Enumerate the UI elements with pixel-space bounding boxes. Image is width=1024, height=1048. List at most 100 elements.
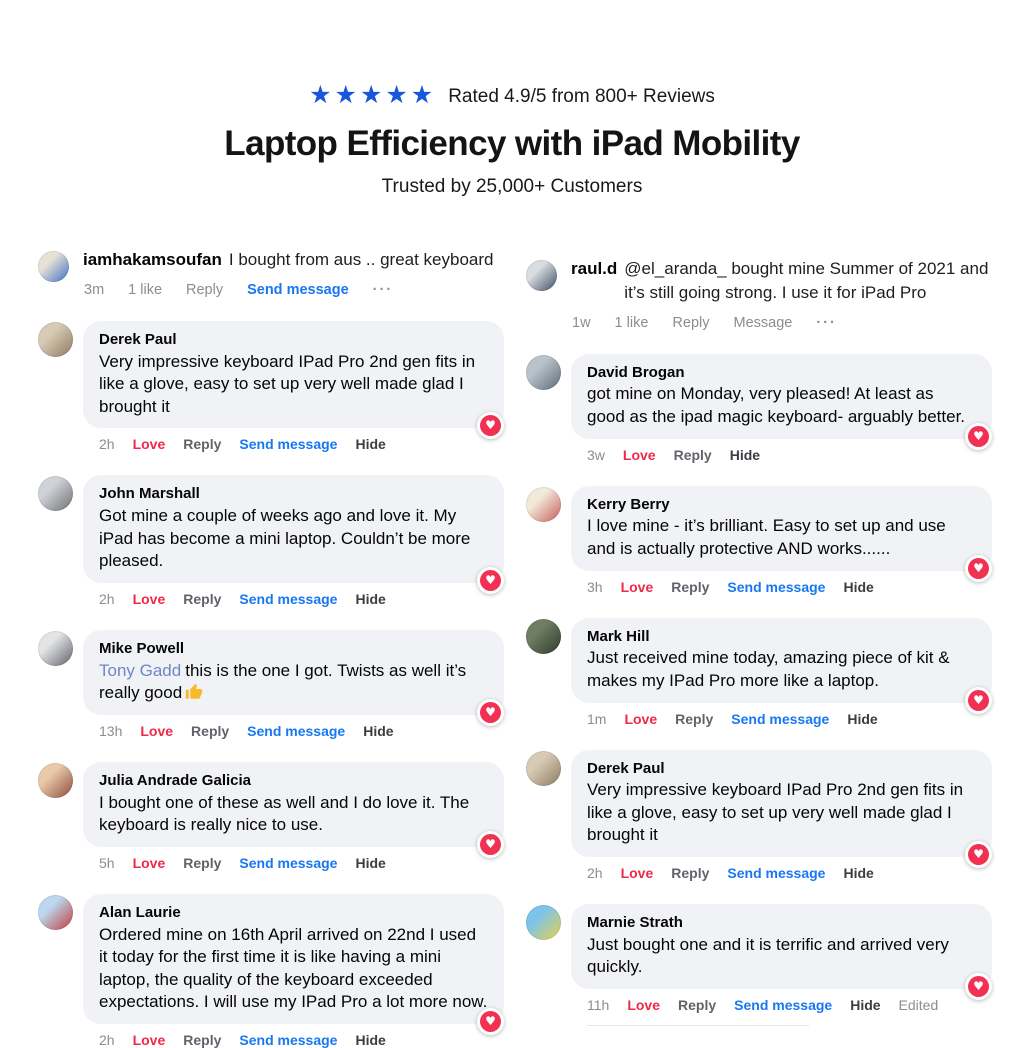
action-love[interactable]: Love: [140, 722, 174, 739]
comment-actions-row: 11h Love Reply Send message Hide Edited: [587, 997, 994, 1013]
comment-card: Mark Hill Just received mine today, amaz…: [526, 617, 994, 727]
love-reaction-icon[interactable]: ♥: [965, 554, 992, 582]
action-love[interactable]: Love: [132, 1032, 166, 1048]
action-send-message[interactable]: Send message: [239, 854, 338, 871]
timestamp: 2h: [99, 590, 115, 607]
avatar: [38, 894, 73, 930]
action-send-message[interactable]: Send message: [239, 1032, 338, 1048]
action-reply[interactable]: Reply: [673, 446, 712, 463]
action-hide[interactable]: Hide: [355, 590, 386, 607]
action-love[interactable]: Love: [132, 854, 166, 871]
avatar: [526, 905, 561, 941]
comment-card: Derek Paul Very impressive keyboard IPad…: [526, 749, 994, 882]
commenter-username[interactable]: raul.d: [571, 259, 618, 278]
commenter-name: Marnie Strath: [587, 914, 683, 932]
action-love[interactable]: Love: [620, 865, 654, 882]
like-count: 1 like: [128, 281, 163, 298]
action-send-message[interactable]: Send message: [247, 281, 349, 298]
timestamp: 3w: [587, 446, 605, 463]
commenter-username[interactable]: iamhakamsoufan: [83, 250, 222, 269]
action-link[interactable]: Reply: [186, 281, 224, 298]
comment-text: I bought one of these as well and I do l…: [99, 792, 488, 837]
comment-text: Tony Gadd this is the one I got. Twists a…: [99, 660, 488, 705]
action-hide[interactable]: Hide: [363, 722, 394, 739]
action-send-message[interactable]: Send message: [731, 710, 830, 727]
action-hide[interactable]: Hide: [847, 710, 878, 727]
comment-text: Very impressive keyboard IPad Pro 2nd ge…: [99, 351, 488, 419]
action-love[interactable]: Love: [132, 590, 166, 607]
action-reply[interactable]: Reply: [678, 997, 717, 1014]
action-hide[interactable]: Hide: [843, 865, 874, 882]
commenter-name: Derek Paul: [587, 759, 665, 777]
timestamp: 2h: [587, 865, 603, 882]
love-reaction-icon[interactable]: ♥: [965, 422, 992, 450]
action-reply[interactable]: Reply: [191, 722, 230, 739]
love-reaction-icon[interactable]: ♥: [965, 686, 992, 714]
love-reaction-icon[interactable]: ♥: [965, 973, 992, 1001]
love-reaction-icon[interactable]: ♥: [477, 1008, 504, 1036]
action-send-message[interactable]: Send message: [239, 590, 338, 607]
comment-text-body: Very impressive keyboard IPad Pro 2nd ge…: [587, 780, 964, 845]
action-love[interactable]: Love: [624, 710, 658, 727]
action-reply[interactable]: Reply: [671, 578, 710, 595]
timestamp: 2h: [99, 1032, 115, 1048]
thumbs-up-icon: [185, 684, 203, 700]
love-reaction-icon[interactable]: ♥: [477, 412, 504, 440]
timestamp: 13h: [99, 722, 123, 739]
action-reply[interactable]: Reply: [675, 710, 714, 727]
comment-card: raul.d @el_aranda_ bought mine Summer of…: [526, 257, 994, 331]
more-options-icon[interactable]: ···: [816, 314, 837, 331]
action-send-message[interactable]: Send message: [727, 865, 826, 882]
comment-bubble: Derek Paul Very impressive keyboard IPad…: [571, 749, 992, 858]
comment-text-body: Just received mine today, amazing piece …: [587, 648, 950, 690]
comment-card: David Brogan got mine on Monday, very pl…: [526, 353, 994, 463]
action-send-message[interactable]: Send message: [239, 436, 338, 453]
comment-text: @el_aranda_ bought mine Summer of 2021 a…: [624, 259, 989, 302]
more-options-icon[interactable]: ···: [372, 281, 394, 298]
love-reaction-icon[interactable]: ♥: [477, 566, 504, 594]
five-star-rating-icon: ★★★★★: [309, 81, 437, 109]
comment-text: Very impressive keyboard IPad Pro 2nd ge…: [587, 779, 976, 847]
action-hide[interactable]: Hide: [843, 578, 874, 595]
comment-bubble: David Brogan got mine on Monday, very pl…: [571, 353, 992, 439]
action-love[interactable]: Love: [627, 997, 661, 1014]
action-link[interactable]: Message: [733, 314, 793, 331]
action-reply[interactable]: Reply: [183, 436, 222, 453]
love-reaction-icon[interactable]: ♥: [477, 830, 504, 858]
comment-actions-row: 3h Love Reply Send message Hide: [587, 579, 994, 595]
action-love[interactable]: Love: [622, 446, 656, 463]
action-reply[interactable]: Reply: [183, 854, 222, 871]
social-proof-header: ★★★★★ Rated 4.9/5 from 800+ Reviews Lapt…: [0, 0, 1024, 198]
action-hide[interactable]: Hide: [355, 1032, 386, 1048]
action-love[interactable]: Love: [132, 436, 166, 453]
comment-text: Got mine a couple of weeks ago and love …: [99, 505, 488, 573]
action-send-message[interactable]: Send message: [247, 722, 346, 739]
love-reaction-icon[interactable]: ♥: [965, 841, 992, 869]
action-send-message[interactable]: Send message: [734, 997, 833, 1014]
love-reaction-icon[interactable]: ♥: [477, 698, 504, 726]
action-link[interactable]: Reply: [672, 314, 710, 331]
action-reply[interactable]: Reply: [183, 590, 222, 607]
action-reply[interactable]: Reply: [183, 1032, 222, 1048]
comment-bubble: John Marshall Got mine a couple of weeks…: [83, 475, 504, 583]
action-hide[interactable]: Hide: [850, 997, 881, 1014]
action-hide[interactable]: Hide: [729, 446, 761, 463]
comment-card: Mike Powell Tony Gadd this is the one I g…: [38, 629, 506, 739]
action-love[interactable]: Love: [620, 578, 654, 595]
action-hide[interactable]: Hide: [355, 436, 386, 453]
action-send-message[interactable]: Send message: [727, 578, 826, 595]
avatar: [38, 762, 73, 798]
reviews-column-left: iamhakamsoufan I bought from aus .. grea…: [38, 248, 506, 1048]
avatar: [38, 630, 73, 666]
comment-card: Derek Paul Very impressive keyboard IPad…: [38, 320, 506, 453]
comment-card: Alan Laurie Ordered mine on 16th April a…: [38, 893, 506, 1048]
mention-link[interactable]: Tony Gadd: [99, 660, 182, 680]
comment-actions-row: 3m 1 like Reply Send message ···: [84, 282, 506, 298]
comment-bubble: Alan Laurie Ordered mine on 16th April a…: [83, 893, 504, 1025]
reviews-column-right: raul.d @el_aranda_ bought mine Summer of…: [526, 248, 994, 1048]
action-reply[interactable]: Reply: [671, 865, 710, 882]
action-hide[interactable]: Hide: [355, 854, 386, 871]
comment-card: iamhakamsoufan I bought from aus .. grea…: [38, 248, 506, 298]
timestamp: 3m: [84, 281, 105, 298]
avatar: [526, 486, 561, 522]
